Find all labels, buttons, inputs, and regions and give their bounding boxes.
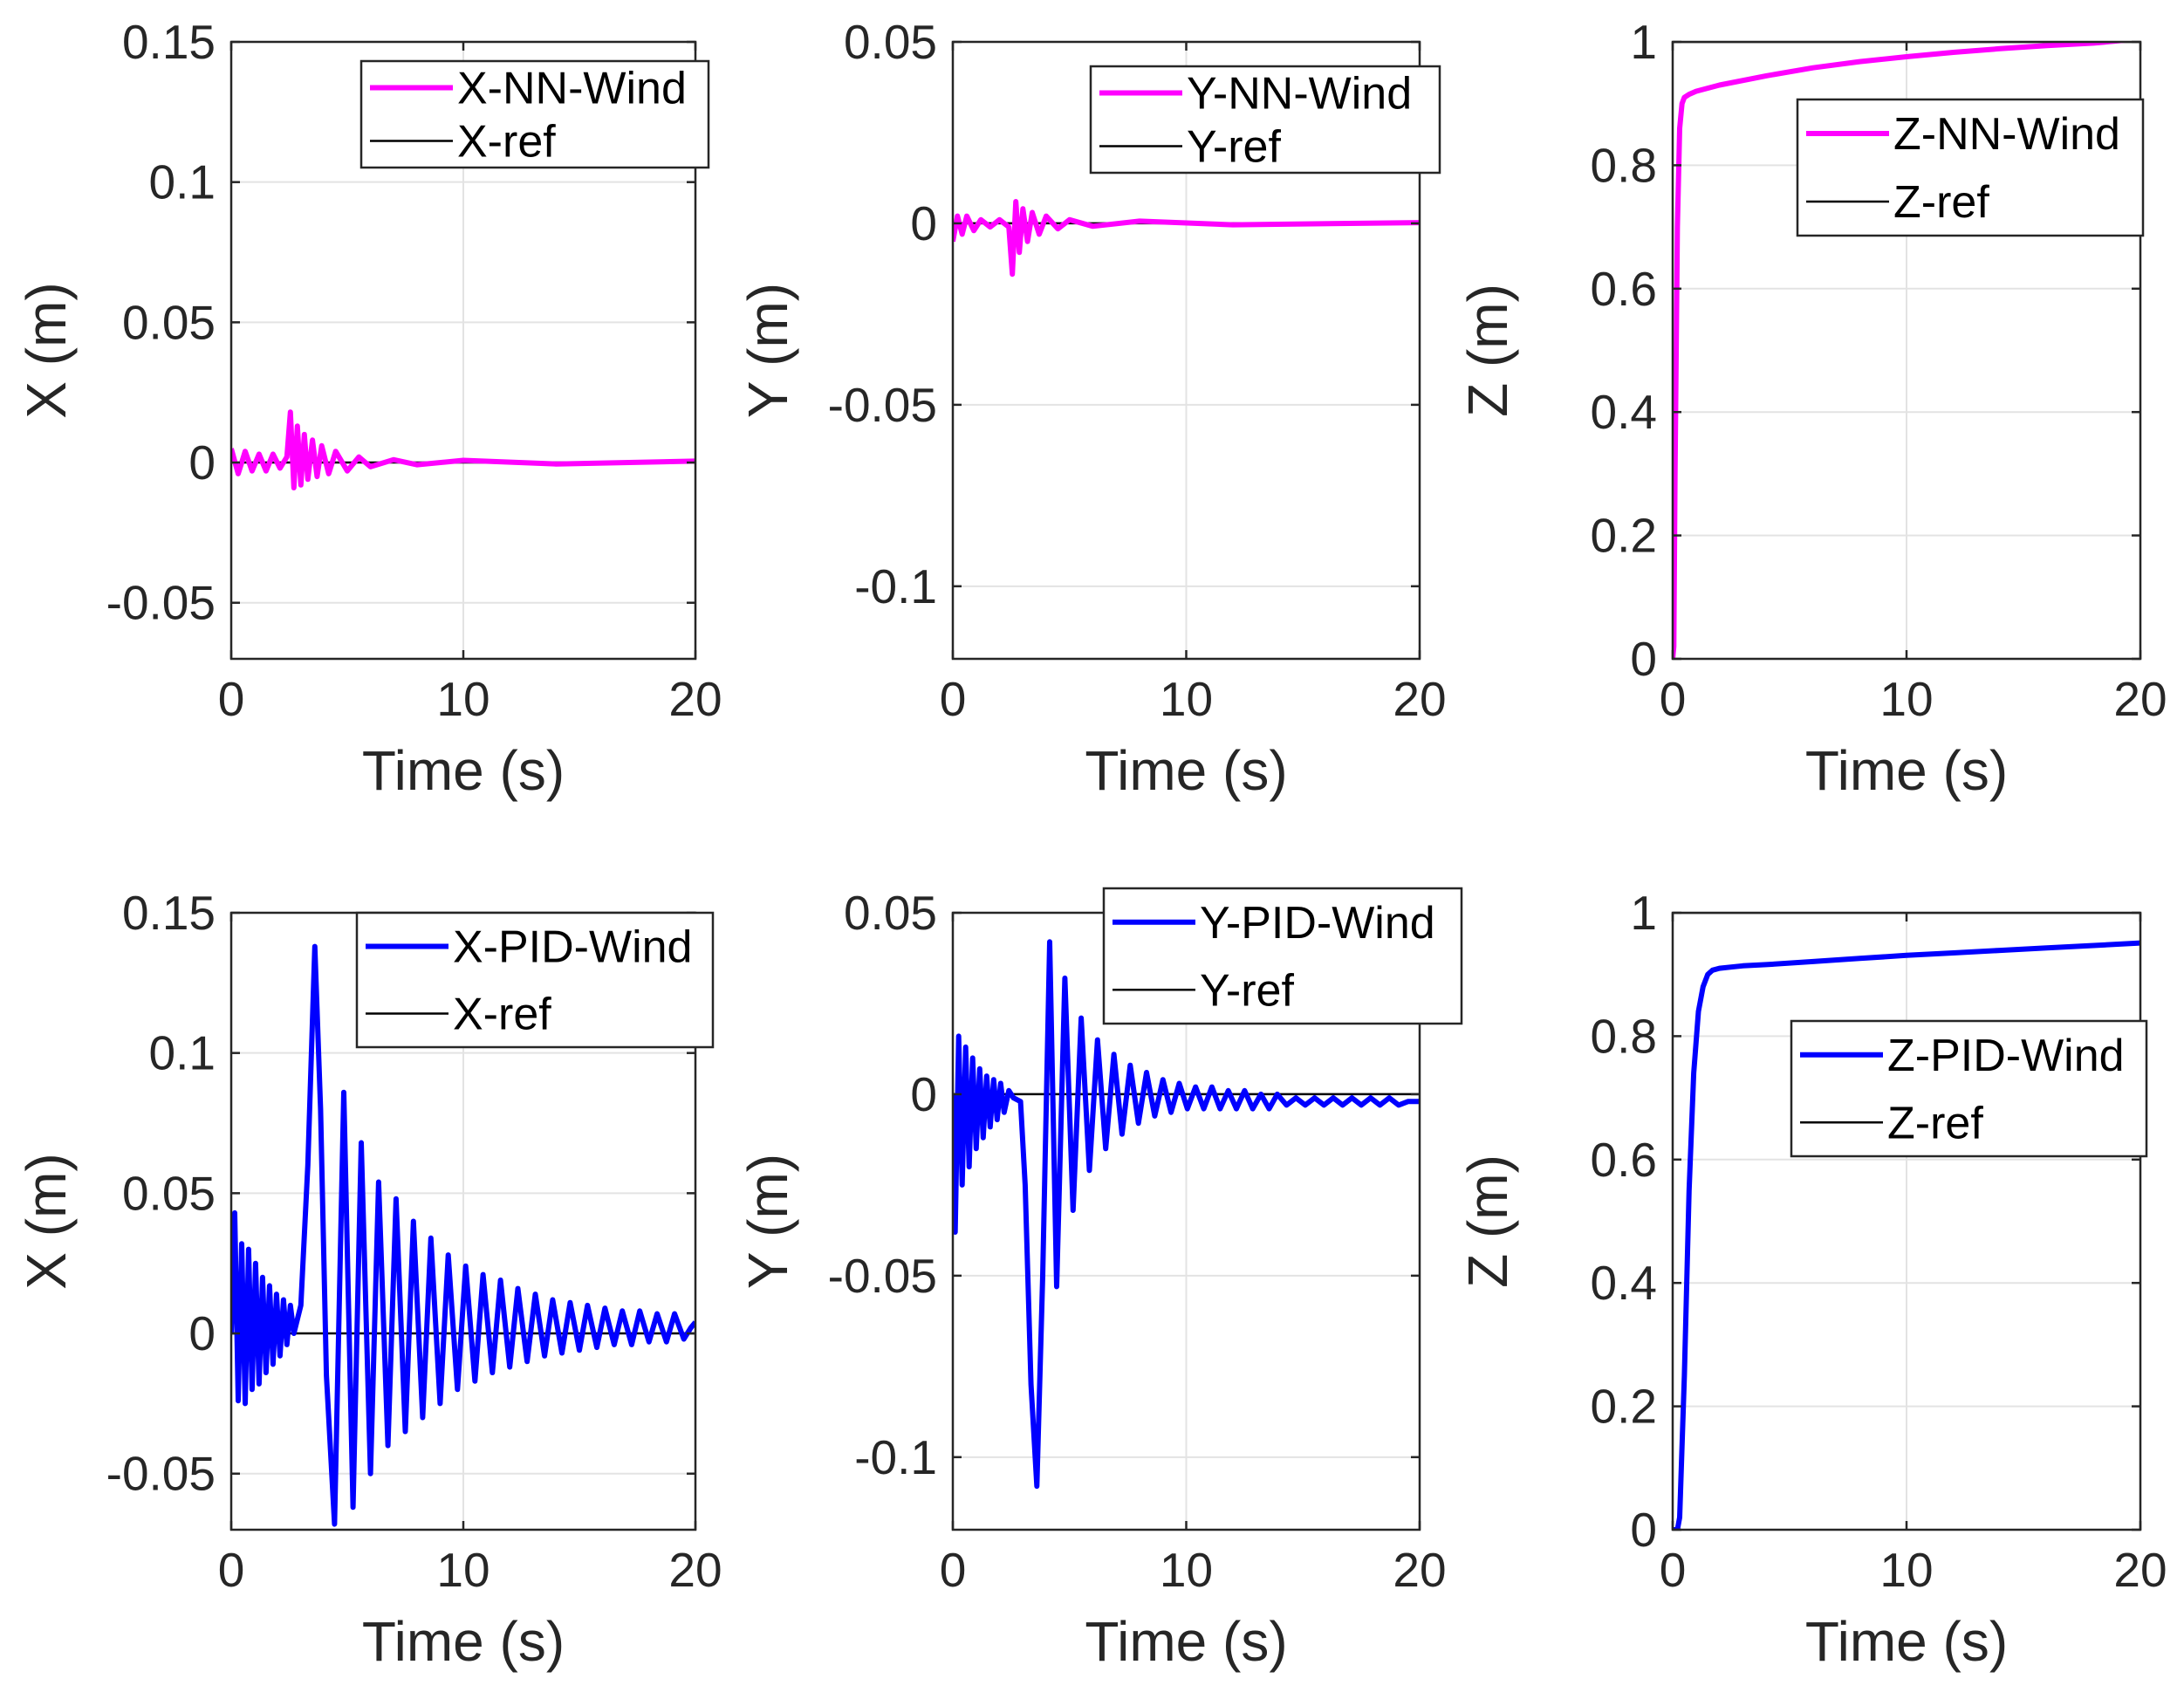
x-axis-label: Time (s) xyxy=(1805,739,2008,802)
x-tick-label: 10 xyxy=(1879,672,1933,726)
x-axis-label: Time (s) xyxy=(362,739,565,802)
legend: X-PID-Wind X-ref xyxy=(355,911,715,1049)
y-tick-label: -0.05 xyxy=(828,1249,937,1303)
y-axis-label: X (m) xyxy=(15,282,78,418)
y-tick-label: 0.15 xyxy=(122,15,216,69)
y-tick-label: -0.05 xyxy=(828,378,937,432)
series-line-x-nn-wind xyxy=(231,409,695,490)
legend-entry-label: Z-ref xyxy=(1887,1098,1983,1148)
subplot-z-pid: 0 10 20 0 0.2 0.4 0.6 0.8 1 Time (s) Z (m) Z-PID-Wi… xyxy=(1456,886,2167,1673)
x-tick-label: 10 xyxy=(1160,672,1213,726)
series-line-x-pid-wind xyxy=(231,943,695,1527)
legend-entry-label: Z-PID-Wind xyxy=(1887,1031,2125,1081)
y-tick-label: 0 xyxy=(188,435,216,490)
legend-entry-label: Y-ref xyxy=(1200,965,1294,1016)
x-tick-label: 0 xyxy=(940,672,967,726)
x-tick-label: 10 xyxy=(1160,1543,1213,1597)
x-axis-label: Time (s) xyxy=(1085,1610,1287,1673)
legend-entry-label: Y-PID-Wind xyxy=(1200,898,1435,949)
x-tick-label: 0 xyxy=(218,1543,245,1597)
y-tick-label: 0.6 xyxy=(1591,1133,1657,1187)
subplot-z-nn: 0 10 20 0 0.2 0.4 0.6 0.8 1 Time (s) Z (m) Z-NN-Win… xyxy=(1456,15,2167,802)
legend-entry-label: X-PID-Wind xyxy=(453,922,692,973)
y-tick-label: -0.05 xyxy=(106,576,216,630)
y-tick-label: -0.05 xyxy=(106,1447,216,1501)
legend-entry-label: X-NN-Wind xyxy=(457,64,687,114)
y-tick-label: 0.05 xyxy=(844,15,937,69)
x-tick-label: 20 xyxy=(668,672,722,726)
y-tick-label: -0.1 xyxy=(854,559,937,613)
legend-box xyxy=(355,911,715,1049)
y-tick-label: 1 xyxy=(1630,886,1657,940)
y-tick-label: 0 xyxy=(1630,632,1657,686)
y-axis-label: Z (m) xyxy=(1456,284,1519,417)
y-tick-label: -0.1 xyxy=(854,1430,937,1484)
y-tick-label: 0.05 xyxy=(122,1166,216,1220)
y-tick-label: 0.2 xyxy=(1591,1380,1657,1434)
x-tick-label: 20 xyxy=(1393,1543,1446,1597)
legend: Z-NN-Wind Z-ref xyxy=(1796,98,2145,237)
legend: Y-PID-Wind Y-ref xyxy=(1102,887,1463,1025)
legend-box xyxy=(1089,65,1441,175)
x-axis-label: Time (s) xyxy=(1805,1610,2008,1673)
y-tick-label: 0 xyxy=(188,1306,216,1360)
legend-entry-label: X-ref xyxy=(457,117,556,168)
y-tick-label: 0.8 xyxy=(1591,138,1657,192)
x-tick-label: 20 xyxy=(1393,672,1446,726)
y-axis-label: Y (m) xyxy=(736,283,799,418)
y-tick-label: 0.1 xyxy=(149,1026,216,1080)
y-tick-label: 0.05 xyxy=(844,886,937,940)
y-axis-label: Y (m) xyxy=(736,1154,799,1289)
x-tick-label: 20 xyxy=(668,1543,722,1597)
x-tick-label: 10 xyxy=(436,672,490,726)
y-tick-label: 0 xyxy=(1630,1503,1657,1557)
x-tick-label: 0 xyxy=(218,672,245,726)
x-axis-label: Time (s) xyxy=(1085,739,1287,802)
legend-box xyxy=(1796,98,2145,237)
series-line-y-nn-wind xyxy=(953,199,1420,277)
legend: Z-PID-Wind Z-ref xyxy=(1790,1019,2148,1158)
y-tick-label: 0.4 xyxy=(1591,385,1657,439)
series-line-y-pid-wind xyxy=(953,939,1420,1490)
x-tick-label: 0 xyxy=(940,1543,967,1597)
legend-entry-label: X-ref xyxy=(453,990,551,1040)
y-tick-label: 0.6 xyxy=(1591,262,1657,316)
legend-entry-label: Z-NN-Wind xyxy=(1893,109,2120,160)
y-axis-label: Z (m) xyxy=(1456,1154,1519,1288)
legend-entry-label: Y-ref xyxy=(1187,122,1281,173)
y-tick-label: 1 xyxy=(1630,15,1657,69)
legend-box xyxy=(1102,887,1463,1025)
legend-entry-label: Y-NN-Wind xyxy=(1187,69,1412,120)
x-tick-label: 10 xyxy=(1879,1543,1933,1597)
y-tick-label: 0.8 xyxy=(1591,1009,1657,1063)
series-line-z-nn-wind xyxy=(1673,42,2136,659)
x-tick-label: 20 xyxy=(2113,1543,2167,1597)
y-tick-label: 0.4 xyxy=(1591,1256,1657,1310)
y-tick-label: 0.1 xyxy=(149,155,216,209)
x-tick-label: 0 xyxy=(1660,672,1687,726)
y-tick-label: 0.05 xyxy=(122,295,216,349)
subplot-y-pid: 0 10 20 -0.1 -0.05 0 0.05 Time (s) Y (m) Y-PID-Wi… xyxy=(736,886,1463,1673)
x-tick-label: 0 xyxy=(1660,1543,1687,1597)
legend-box xyxy=(1790,1019,2148,1158)
y-tick-label: 0.15 xyxy=(122,886,216,940)
x-tick-label: 20 xyxy=(2113,672,2167,726)
y-tick-label: 0 xyxy=(910,1067,937,1121)
x-tick-label: 10 xyxy=(436,1543,490,1597)
x-axis-label: Time (s) xyxy=(362,1610,565,1673)
y-axis-label: X (m) xyxy=(15,1153,78,1289)
subplot-y-nn: 0 10 20 -0.1 -0.05 0 0.05 Time (s) Y (m) Y-NN-Win… xyxy=(736,15,1447,802)
legend-box xyxy=(359,59,710,169)
legend-entry-label: Z-ref xyxy=(1893,177,1989,228)
y-tick-label: 0.2 xyxy=(1591,509,1657,563)
series-line-z-pid-wind xyxy=(1673,940,2140,1530)
y-tick-label: 0 xyxy=(910,196,937,250)
